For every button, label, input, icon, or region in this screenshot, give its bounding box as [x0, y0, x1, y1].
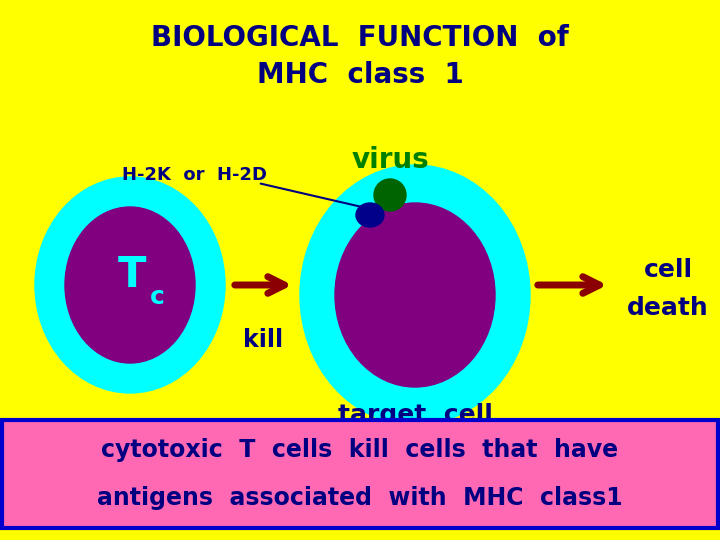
- Text: antigens  associated  with  MHC  class1: antigens associated with MHC class1: [97, 486, 623, 510]
- Text: T: T: [118, 254, 146, 296]
- Text: virus: virus: [351, 146, 429, 174]
- Text: H-2K  or  H-2D: H-2K or H-2D: [122, 166, 268, 184]
- Text: cytotoxic  T  cells  kill  cells  that  have: cytotoxic T cells kill cells that have: [102, 438, 618, 462]
- Text: MHC  class  1: MHC class 1: [256, 61, 464, 89]
- Ellipse shape: [335, 203, 495, 387]
- Ellipse shape: [374, 179, 406, 211]
- Text: c: c: [150, 285, 165, 309]
- Ellipse shape: [356, 203, 384, 227]
- Ellipse shape: [65, 207, 195, 363]
- Text: death: death: [627, 296, 709, 320]
- Text: kill: kill: [243, 328, 283, 352]
- Bar: [2, 420, 718, 528]
- Ellipse shape: [300, 165, 530, 425]
- Text: BIOLOGICAL  FUNCTION  of: BIOLOGICAL FUNCTION of: [151, 24, 569, 52]
- Text: target  cell: target cell: [338, 403, 492, 427]
- Ellipse shape: [35, 177, 225, 393]
- Text: cell: cell: [644, 258, 693, 282]
